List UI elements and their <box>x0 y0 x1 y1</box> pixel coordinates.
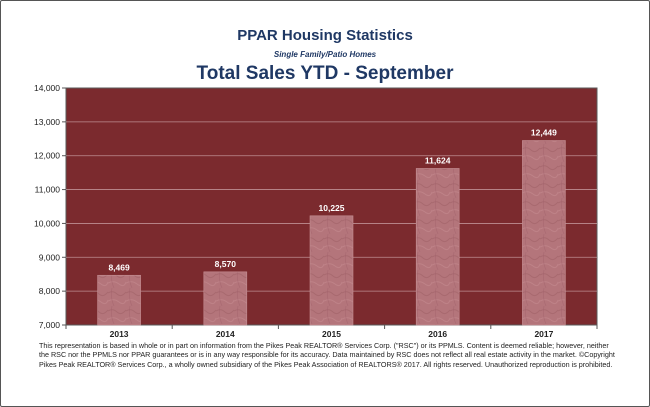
page-subtitle: Single Family/Patio Homes <box>273 50 377 59</box>
data-label: 12,449 <box>531 128 557 138</box>
bar <box>415 168 460 326</box>
y-tick-label: 11,000 <box>35 185 61 195</box>
y-tick-label: 12,000 <box>34 151 60 161</box>
chart-title: Total Sales YTD - September <box>196 63 454 84</box>
x-tick-label: 2016 <box>428 329 447 339</box>
x-tick-label: 2015 <box>322 329 341 339</box>
x-tick-label: 2013 <box>110 329 129 339</box>
y-tick-label: 7,000 <box>39 320 61 330</box>
y-tick-label: 9,000 <box>39 252 61 262</box>
x-tick-label: 2014 <box>216 329 235 339</box>
disclaimer-text: This representation is based in whole or… <box>39 341 615 369</box>
bar <box>309 215 354 326</box>
data-label: 11,624 <box>425 155 451 165</box>
y-tick-label: 13,000 <box>34 117 60 127</box>
bar <box>522 140 566 326</box>
y-tick-label: 8,000 <box>39 286 61 296</box>
data-label: 8,469 <box>108 262 130 272</box>
bar <box>97 274 141 326</box>
y-tick-label: 14,000 <box>34 83 60 93</box>
y-tick-label: 10,000 <box>34 218 60 228</box>
data-label: 10,225 <box>319 203 345 213</box>
x-tick-label: 2017 <box>534 329 553 339</box>
page-title: PPAR Housing Statistics <box>237 27 413 44</box>
bar <box>203 271 248 326</box>
data-label: 8,570 <box>215 259 237 269</box>
